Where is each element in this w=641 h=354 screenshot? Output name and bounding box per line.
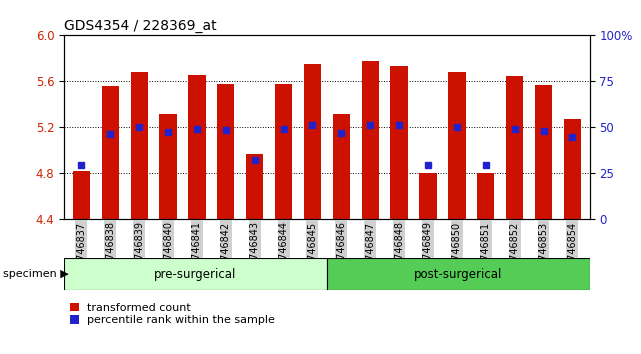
Text: GSM746851: GSM746851 xyxy=(481,222,491,281)
Text: GSM746843: GSM746843 xyxy=(250,222,260,280)
Text: specimen ▶: specimen ▶ xyxy=(3,269,69,279)
Text: GDS4354 / 228369_at: GDS4354 / 228369_at xyxy=(64,19,217,33)
Text: GSM746849: GSM746849 xyxy=(423,222,433,280)
Bar xyxy=(275,84,292,219)
Bar xyxy=(246,154,263,219)
Bar xyxy=(217,84,235,219)
Text: GSM746845: GSM746845 xyxy=(308,222,317,281)
Bar xyxy=(506,76,523,219)
Text: pre-surgerical: pre-surgerical xyxy=(154,268,237,281)
Bar xyxy=(563,119,581,219)
Text: GSM746837: GSM746837 xyxy=(76,222,87,281)
Bar xyxy=(73,171,90,219)
Text: GSM746841: GSM746841 xyxy=(192,222,202,280)
Bar xyxy=(131,72,148,219)
Bar xyxy=(64,258,327,290)
Text: GSM746844: GSM746844 xyxy=(279,222,288,280)
Bar xyxy=(419,173,437,219)
Text: GSM746848: GSM746848 xyxy=(394,222,404,280)
Bar xyxy=(448,72,465,219)
Bar xyxy=(390,67,408,219)
Bar xyxy=(327,258,590,290)
Text: GSM746850: GSM746850 xyxy=(452,222,462,281)
Text: GSM746840: GSM746840 xyxy=(163,222,173,280)
Text: GSM746839: GSM746839 xyxy=(134,222,144,280)
Text: GSM746854: GSM746854 xyxy=(567,222,578,281)
Bar xyxy=(333,114,350,219)
Text: GSM746847: GSM746847 xyxy=(365,222,375,281)
Bar xyxy=(304,64,321,219)
Text: GSM746853: GSM746853 xyxy=(538,222,549,281)
Text: GSM746846: GSM746846 xyxy=(337,222,346,280)
Bar xyxy=(188,75,206,219)
Text: GSM746852: GSM746852 xyxy=(510,222,520,281)
Bar xyxy=(102,86,119,219)
Bar xyxy=(477,173,494,219)
Legend: transformed count, percentile rank within the sample: transformed count, percentile rank withi… xyxy=(70,303,275,325)
Text: post-surgerical: post-surgerical xyxy=(414,268,503,281)
Bar xyxy=(362,61,379,219)
Text: GSM746842: GSM746842 xyxy=(221,222,231,281)
Bar xyxy=(535,85,552,219)
Text: GSM746838: GSM746838 xyxy=(105,222,115,280)
Bar xyxy=(160,114,177,219)
